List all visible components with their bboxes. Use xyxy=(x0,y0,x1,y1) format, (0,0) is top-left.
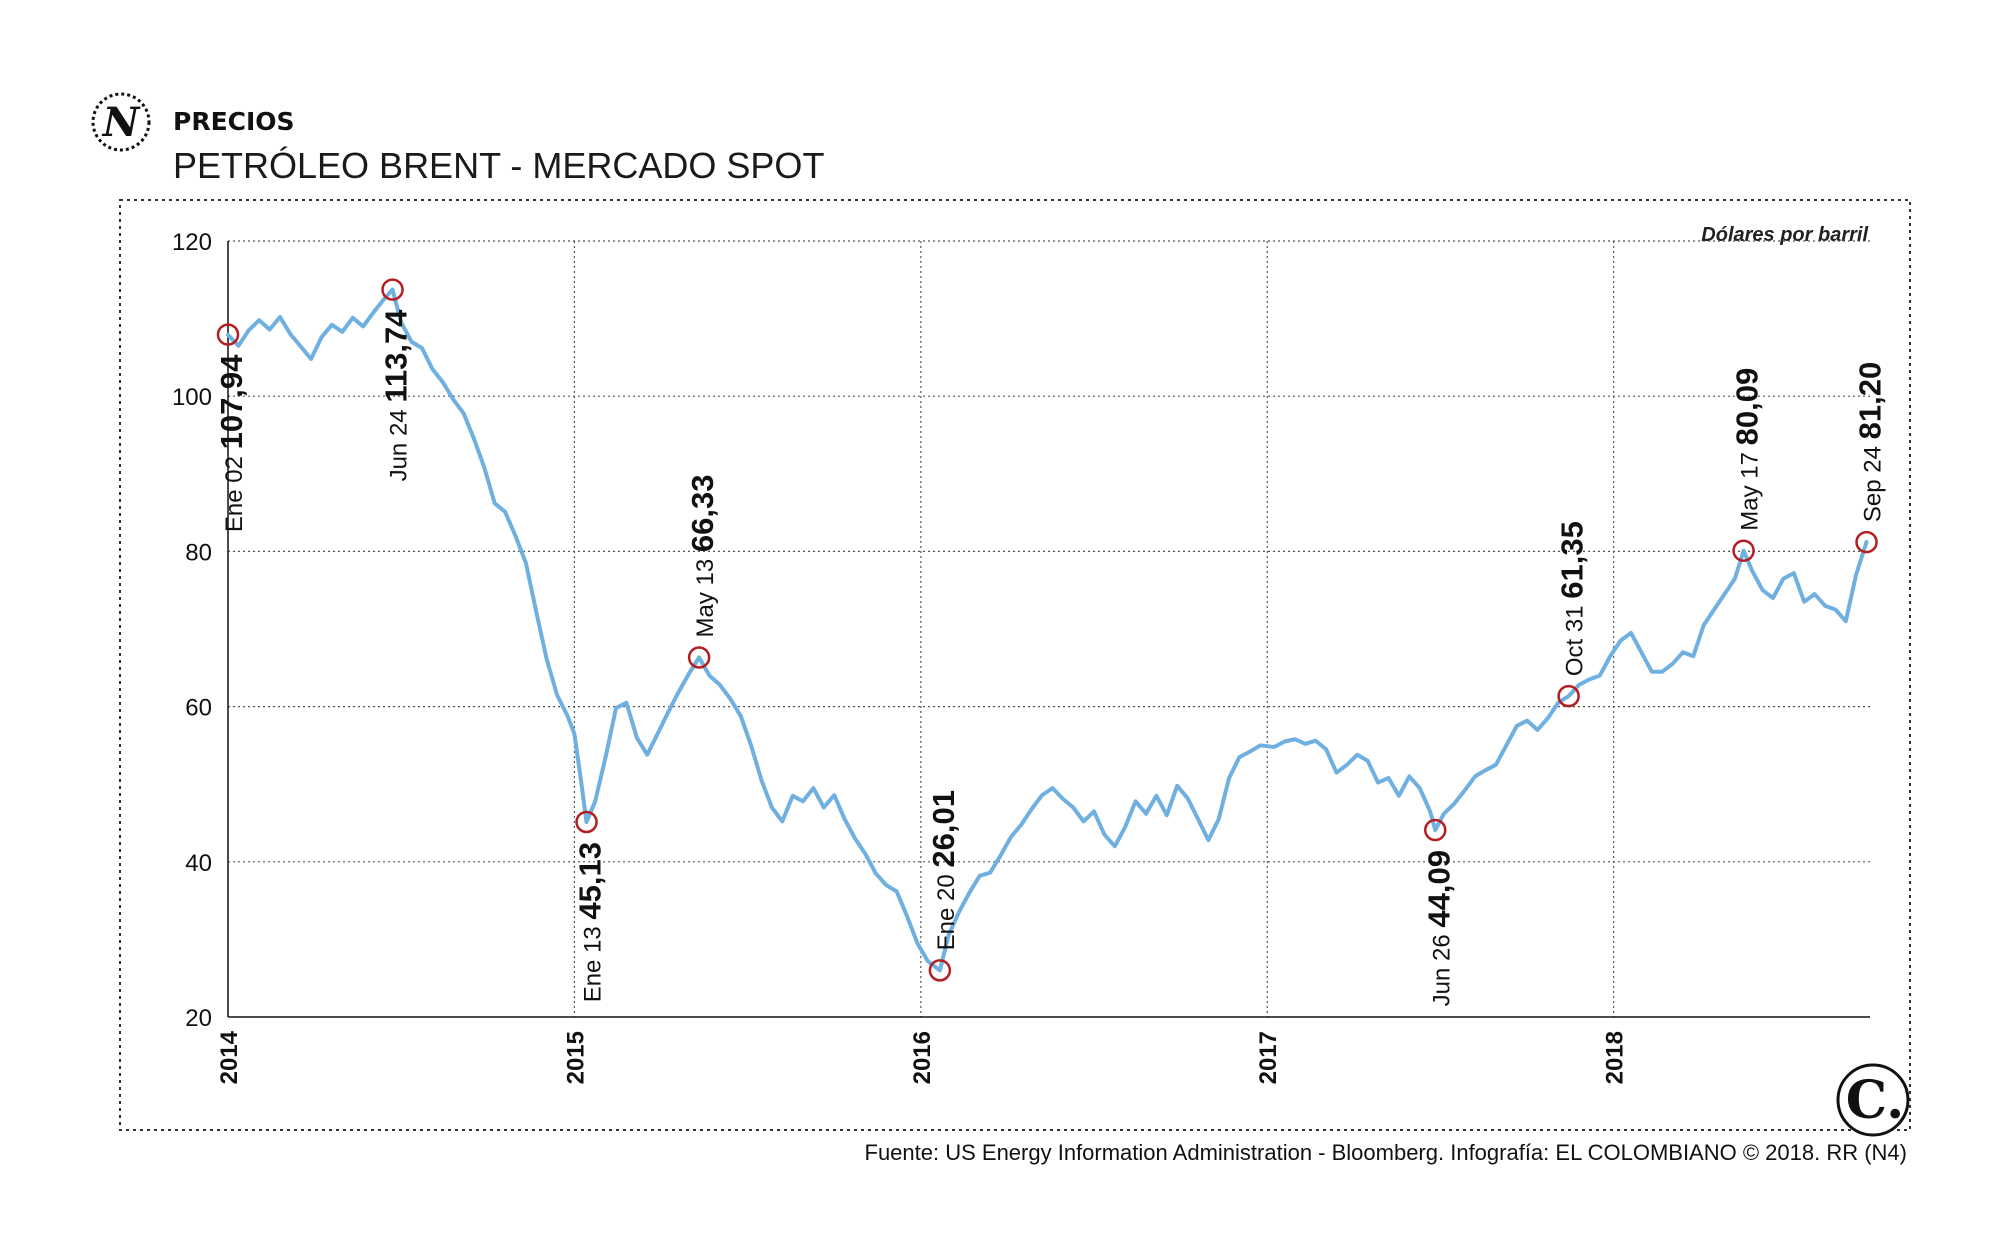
annotation-date: Ene 02 xyxy=(221,449,248,532)
brand-logo-text: C. xyxy=(1846,1070,1905,1131)
annotation-label: Oct 31 61,35 xyxy=(1555,521,1590,676)
chart-frame xyxy=(119,199,1911,1131)
annotation-date: Oct 31 xyxy=(1562,599,1589,676)
annotation-date: Jun 26 xyxy=(1428,928,1455,1007)
annotation-value: 107,94 xyxy=(214,354,249,450)
annotation-label: Sep 24 81,20 xyxy=(1853,362,1888,522)
annotation-date: May 17 xyxy=(1737,445,1764,530)
y-tick-label: 40 xyxy=(185,850,212,877)
y-tick-label: 80 xyxy=(185,539,212,566)
annotation-label: Ene 20 26,01 xyxy=(926,790,961,950)
annotation-value: 44,09 xyxy=(1421,850,1456,928)
annotation-value: 61,35 xyxy=(1555,521,1590,599)
annotation-marker xyxy=(1855,530,1878,554)
section-logo-circle xyxy=(91,92,151,152)
annotation-marker xyxy=(381,278,404,301)
chart-title: PETRÓLEO BRENT - MERCADO SPOT xyxy=(173,145,824,186)
x-tick-label: 2018 xyxy=(1602,1031,1629,1084)
x-tick-label: 2015 xyxy=(562,1031,589,1084)
annotation-value: 113,74 xyxy=(379,309,414,403)
grid-layer xyxy=(228,240,1870,1017)
y-tick-label: 60 xyxy=(185,695,212,722)
annotation-label: May 13 66,33 xyxy=(685,475,720,638)
axis-layer: 20 40 60 80 100 120 2014 2015 2016 2017 2018 xyxy=(172,229,1870,1084)
y-tick-label: 120 xyxy=(172,229,212,256)
annotations-layer: Ene 02 107,94 Jun 24 113,74 Ene 13 45,13 Ma… xyxy=(214,278,1888,1006)
annotation-date: Ene 20 xyxy=(933,868,960,951)
annotation-value: 81,20 xyxy=(1853,362,1888,440)
annotation-marker xyxy=(1557,684,1580,708)
annotation-marker xyxy=(1424,818,1447,842)
annotation-value: 45,13 xyxy=(573,842,608,920)
section-logo-letter: N xyxy=(101,99,141,146)
annotation-date: Ene 13 xyxy=(580,920,607,1003)
section-logo: N xyxy=(91,92,151,152)
annotation-date: Sep 24 xyxy=(1860,439,1887,522)
brand-logo-circle xyxy=(1836,1063,1910,1137)
annotation-label: Jun 26 44,09 xyxy=(1421,850,1456,1006)
annotation-label: Ene 13 45,13 xyxy=(573,842,608,1002)
annotation-value: 80,09 xyxy=(1730,368,1765,446)
annotation-marker xyxy=(1732,539,1755,562)
annotation-value: 66,33 xyxy=(685,475,720,553)
section-label: PRECIOS xyxy=(173,107,295,136)
annotation-marker xyxy=(928,959,952,982)
annotation-label: Jun 24 113,74 xyxy=(379,309,414,482)
x-tick-label: 2014 xyxy=(216,1030,243,1084)
unit-label: Dólares por barril xyxy=(1701,224,1868,246)
y-tick-label: 20 xyxy=(185,1005,212,1032)
annotation-marker xyxy=(687,646,711,669)
x-tick-label: 2016 xyxy=(909,1031,936,1084)
series-line-0 xyxy=(226,287,1869,973)
annotation-label: Ene 02 107,94 xyxy=(214,354,249,532)
annotation-label: May 17 80,09 xyxy=(1730,368,1765,531)
y-tick-label: 100 xyxy=(172,384,212,411)
annotation-marker xyxy=(216,323,240,346)
source-note: Fuente: US Energy Information Administra… xyxy=(865,1140,1908,1165)
brand-logo: C. xyxy=(1836,1063,1910,1137)
annotation-date: May 13 xyxy=(692,552,719,637)
annotation-marker xyxy=(575,810,598,834)
series-layer xyxy=(226,287,1869,973)
annotation-date: Jun 24 xyxy=(386,403,413,482)
x-tick-label: 2017 xyxy=(1255,1031,1282,1084)
annotation-value: 26,01 xyxy=(926,790,961,868)
